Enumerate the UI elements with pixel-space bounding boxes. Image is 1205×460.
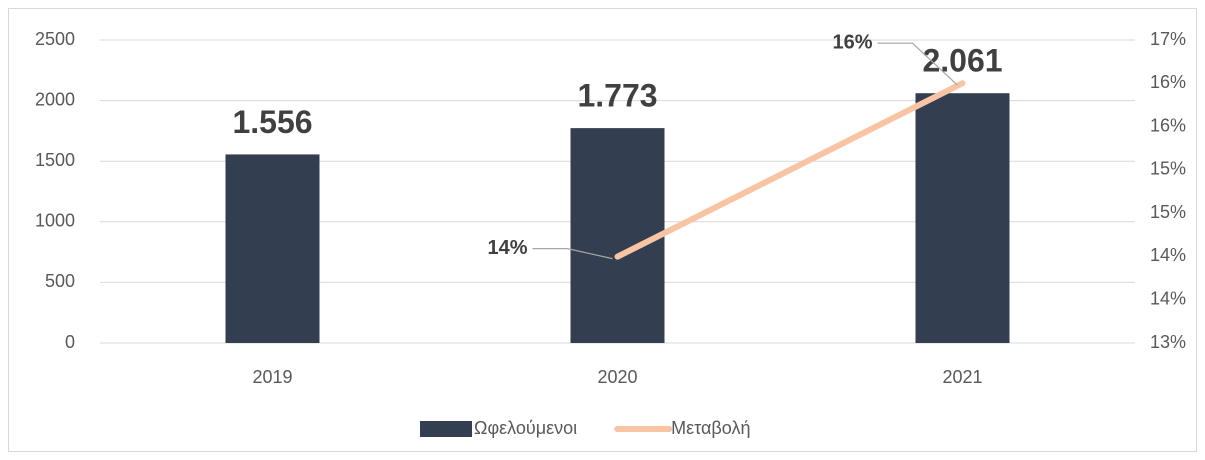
- line: [614, 80, 966, 260]
- line-value-label: 16%: [832, 31, 872, 53]
- legend-label: Ωφελούμενοι: [474, 418, 577, 438]
- y-tick-label: 1000: [35, 211, 75, 231]
- legend-label: Μεταβολή: [671, 418, 750, 438]
- x-tick-label: 2021: [942, 367, 982, 387]
- y2-tick-label: 16%: [1150, 72, 1186, 92]
- legend-swatch: [420, 421, 472, 437]
- bar: [915, 93, 1010, 343]
- y2-tick-label: 17%: [1150, 29, 1186, 49]
- leader-line: [532, 248, 613, 260]
- x-tick-label: 2020: [597, 367, 637, 387]
- x-tick-label: 2019: [252, 367, 292, 387]
- bar-value-label: 2.061: [922, 43, 1002, 79]
- y-tick-label: 500: [45, 271, 75, 291]
- y2-tick-label: 16%: [1150, 115, 1186, 135]
- y-tick-label: 2500: [35, 29, 75, 49]
- bar: [570, 128, 665, 343]
- y2-tick-label: 15%: [1150, 159, 1186, 179]
- y2-tick-label: 14%: [1150, 288, 1186, 308]
- bar-value-label: 1.556: [232, 104, 312, 140]
- bar-value-label: 1.773: [577, 78, 657, 114]
- line-value-label: 14%: [487, 237, 527, 259]
- leader-line: [877, 42, 958, 86]
- y-tick-label: 2000: [35, 89, 75, 109]
- bar: [225, 154, 320, 343]
- y-tick-label: 0: [65, 332, 75, 352]
- y2-tick-label: 13%: [1150, 332, 1186, 352]
- y2-tick-label: 15%: [1150, 202, 1186, 222]
- y-tick-label: 1500: [35, 150, 75, 170]
- y2-tick-label: 14%: [1150, 245, 1186, 265]
